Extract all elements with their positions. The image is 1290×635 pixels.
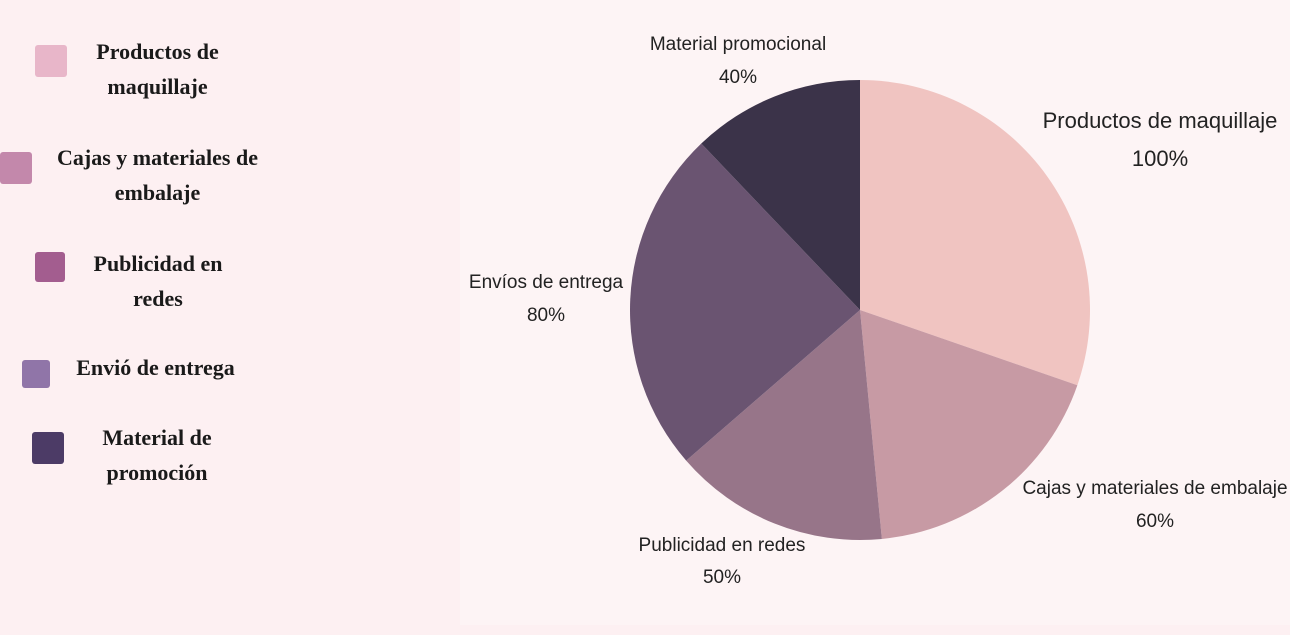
slice-label: Productos de maquillaje <box>1043 108 1278 133</box>
slice-value-label: 60% <box>1136 511 1174 532</box>
legend-label: Publicidad en redes <box>93 251 223 311</box>
pie-slice <box>629 143 860 461</box>
slice-label: Material promocional <box>650 34 826 55</box>
slice-value-label: 50% <box>703 567 741 588</box>
pie-slice <box>860 80 1090 386</box>
slice-label: Publicidad en redes <box>639 535 806 556</box>
legend-swatch <box>22 360 50 388</box>
pie-slice <box>701 80 860 310</box>
slice-label: Cajas y materiales de embalaje <box>1022 478 1287 499</box>
slice-value-label: 100% <box>1132 146 1188 171</box>
pie-slice <box>860 310 1078 539</box>
legend-swatch <box>35 45 67 77</box>
pie-slice <box>686 310 882 540</box>
legend-label: Material de promoción <box>102 425 212 485</box>
slice-value-label: 40% <box>719 67 757 88</box>
slice-label: Envíos de entrega <box>469 272 624 293</box>
slice-value-label: 80% <box>527 305 565 326</box>
legend-label: Envió de entrega <box>76 355 235 380</box>
legend-swatch <box>0 152 32 184</box>
legend-label: Productos de maquillaje <box>96 39 219 99</box>
legend-swatch <box>32 432 64 464</box>
legend-swatch <box>35 252 65 282</box>
legend-label: Cajas y materiales de embalaje <box>56 145 258 205</box>
